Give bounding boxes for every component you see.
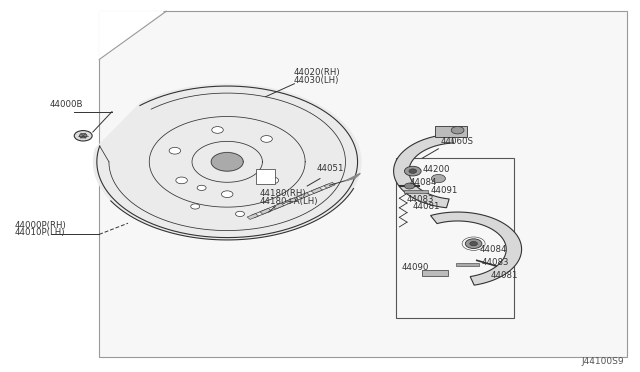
Text: 44083: 44083 [406,195,434,204]
Text: 44081: 44081 [491,271,518,280]
Polygon shape [394,134,453,208]
Bar [324,182,335,188]
Text: 44083: 44083 [482,258,509,267]
Circle shape [191,204,200,209]
Text: 44020(RH): 44020(RH) [293,68,340,77]
Bar [311,187,323,193]
Text: 44060S: 44060S [440,137,474,146]
Circle shape [79,134,87,138]
Polygon shape [93,84,362,240]
Polygon shape [431,212,522,285]
Text: 44084: 44084 [480,245,508,254]
Circle shape [176,177,188,184]
Circle shape [221,191,233,198]
Text: 44084: 44084 [410,178,437,187]
Bar [260,208,271,214]
Bar [99,11,627,357]
Circle shape [404,166,421,176]
Polygon shape [211,153,243,171]
Circle shape [169,147,180,154]
Text: 44010P(LH): 44010P(LH) [14,228,65,237]
Text: 44051: 44051 [317,164,344,173]
Bar [422,270,448,276]
Polygon shape [346,173,360,181]
Text: 44000B: 44000B [50,100,83,109]
Circle shape [212,126,223,133]
Text: 44090: 44090 [402,263,429,272]
Circle shape [197,185,206,190]
Bar [247,214,259,219]
Text: 44000P(RH): 44000P(RH) [14,221,66,230]
Bar [285,198,297,204]
Text: 44180+A(LH): 44180+A(LH) [259,197,317,206]
Circle shape [451,126,464,134]
Circle shape [236,211,244,217]
Text: 44030(LH): 44030(LH) [293,76,339,85]
Bar [256,169,275,184]
Circle shape [74,131,92,141]
Circle shape [465,239,482,248]
Polygon shape [99,11,163,60]
Bar [273,203,284,209]
Text: 44180(RH): 44180(RH) [259,189,306,198]
Bar [404,190,428,193]
Circle shape [261,135,273,142]
Bar [396,158,514,318]
Circle shape [409,169,417,173]
Bar [435,126,467,137]
Circle shape [470,241,477,246]
Circle shape [431,174,445,183]
Circle shape [267,177,278,184]
Text: 44200: 44200 [422,165,450,174]
Text: 44081: 44081 [413,202,440,211]
Text: J44100S9: J44100S9 [581,357,624,366]
Bar [298,193,310,199]
Text: 44091: 44091 [431,186,458,195]
Circle shape [404,183,415,189]
Bar [456,263,479,266]
